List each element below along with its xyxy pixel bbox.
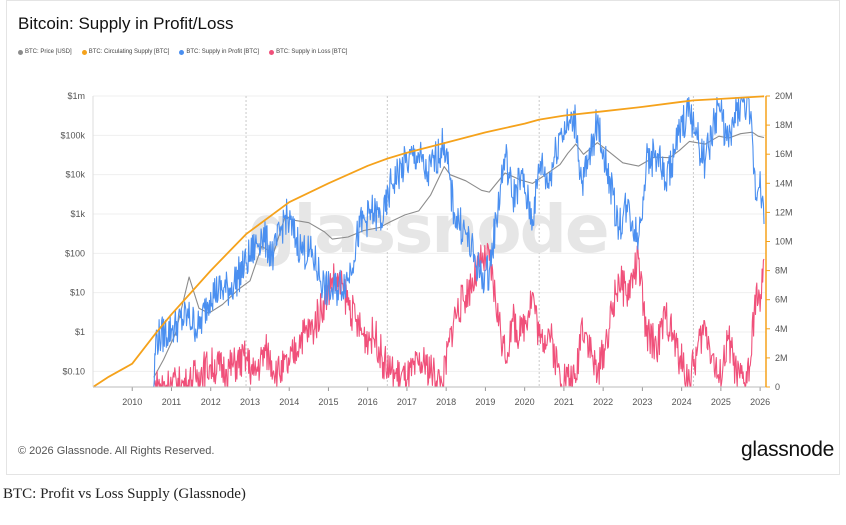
x-tick-label: 2020 (515, 397, 535, 407)
x-tick-label: 2015 (318, 397, 338, 407)
chart-watermark: glassnode (248, 191, 607, 268)
legend-swatch-circulating-supply (81, 49, 87, 55)
y-right-tick-label: 16M (775, 149, 793, 159)
chart-series-layer (92, 95, 765, 388)
y-left-tick-label: $1m (67, 91, 85, 101)
x-tick-label: 2023 (632, 397, 652, 407)
x-tick-label: 2013 (240, 397, 260, 407)
x-tick-label: 2016 (358, 397, 378, 407)
y-left-tick-label: $100 (65, 248, 85, 258)
copyright-notice: © 2026 Glassnode. All Rights Reserved. (18, 445, 215, 457)
y-left-tick-label: $100k (60, 130, 85, 140)
x-tick-label: 2026 (750, 397, 770, 407)
y-right-tick-label: 2M (775, 353, 788, 363)
legend-item-circulating-supply[interactable]: BTC: Circulating Supply [BTC] (81, 49, 170, 55)
y-right-tick-label: 10M (775, 237, 793, 247)
chart-gridlines (93, 95, 766, 387)
y-right-tick-label: 6M (775, 295, 788, 305)
y-right-tick-label: 20M (775, 91, 793, 101)
y-left-tick-label: $0.10 (62, 366, 85, 376)
chart-legend: BTC: Price [USD] BTC: Circulating Supply… (18, 49, 347, 55)
x-tick-label: 2012 (201, 397, 221, 407)
legend-item-price[interactable]: BTC: Price [USD] (18, 49, 72, 55)
x-tick-label: 2014 (279, 397, 299, 407)
chart-axes (92, 95, 770, 391)
y-right-tick-label: 18M (775, 120, 793, 130)
legend-item-supply-in-loss[interactable]: BTC: Supply in Loss [BTC] (269, 49, 347, 55)
y-left-tick-label: $10 (70, 288, 85, 298)
chart-card (6, 0, 840, 475)
y-right-tick-label: 8M (775, 266, 788, 276)
legend-swatch-supply-in-profit (179, 49, 185, 55)
x-tick-label: 2021 (554, 397, 574, 407)
legend-label-circulating-supply: BTC: Circulating Supply [BTC] (88, 49, 170, 55)
x-tick-label: 2017 (397, 397, 417, 407)
glassnode-logo[interactable]: glassnode (740, 438, 834, 461)
legend-swatch-supply-in-loss (269, 49, 275, 55)
chart-ticks: $0.10 $1 $10 $100 $1k $10k $100k $1m 0 2M 4M 6M 8M 10… (60, 91, 792, 407)
figure-caption: BTC: Profit vs Loss Supply (Glassnode) (3, 486, 246, 502)
x-tick-label: 2010 (122, 397, 142, 407)
y-right-tick-label: 14M (775, 178, 793, 188)
x-tick-label: 2019 (475, 397, 495, 407)
x-tick-label: 2025 (711, 397, 731, 407)
legend-label-supply-in-loss: BTC: Supply in Loss [BTC] (276, 49, 348, 55)
y-right-tick-label: 4M (775, 324, 788, 334)
y-left-tick-label: $10k (65, 170, 85, 180)
legend-label-supply-in-profit: BTC: Supply in Profit [BTC] (186, 49, 260, 55)
series-circulating-supply-line[interactable] (92, 95, 765, 388)
series-price-line[interactable] (153, 131, 765, 378)
series-supply-in-loss-line[interactable] (153, 242, 765, 388)
x-tick-label: 2018 (436, 397, 456, 407)
series-supply-in-profit-line[interactable] (153, 96, 765, 388)
x-tick-label: 2011 (162, 397, 181, 407)
legend-swatch-price (18, 49, 23, 55)
chart-title: Bitcoin: Supply in Profit/Loss (18, 14, 234, 33)
y-right-tick-label: 12M (775, 207, 793, 217)
y-left-tick-label: $1k (70, 209, 85, 219)
legend-label-price: BTC: Price [USD] (25, 49, 72, 55)
x-tick-label: 2022 (593, 397, 613, 407)
y-left-tick-label: $1 (75, 327, 85, 337)
legend-item-supply-in-profit[interactable]: BTC: Supply in Profit [BTC] (179, 49, 259, 55)
y-right-tick-label: 0 (775, 382, 780, 392)
x-tick-label: 2024 (672, 397, 692, 407)
